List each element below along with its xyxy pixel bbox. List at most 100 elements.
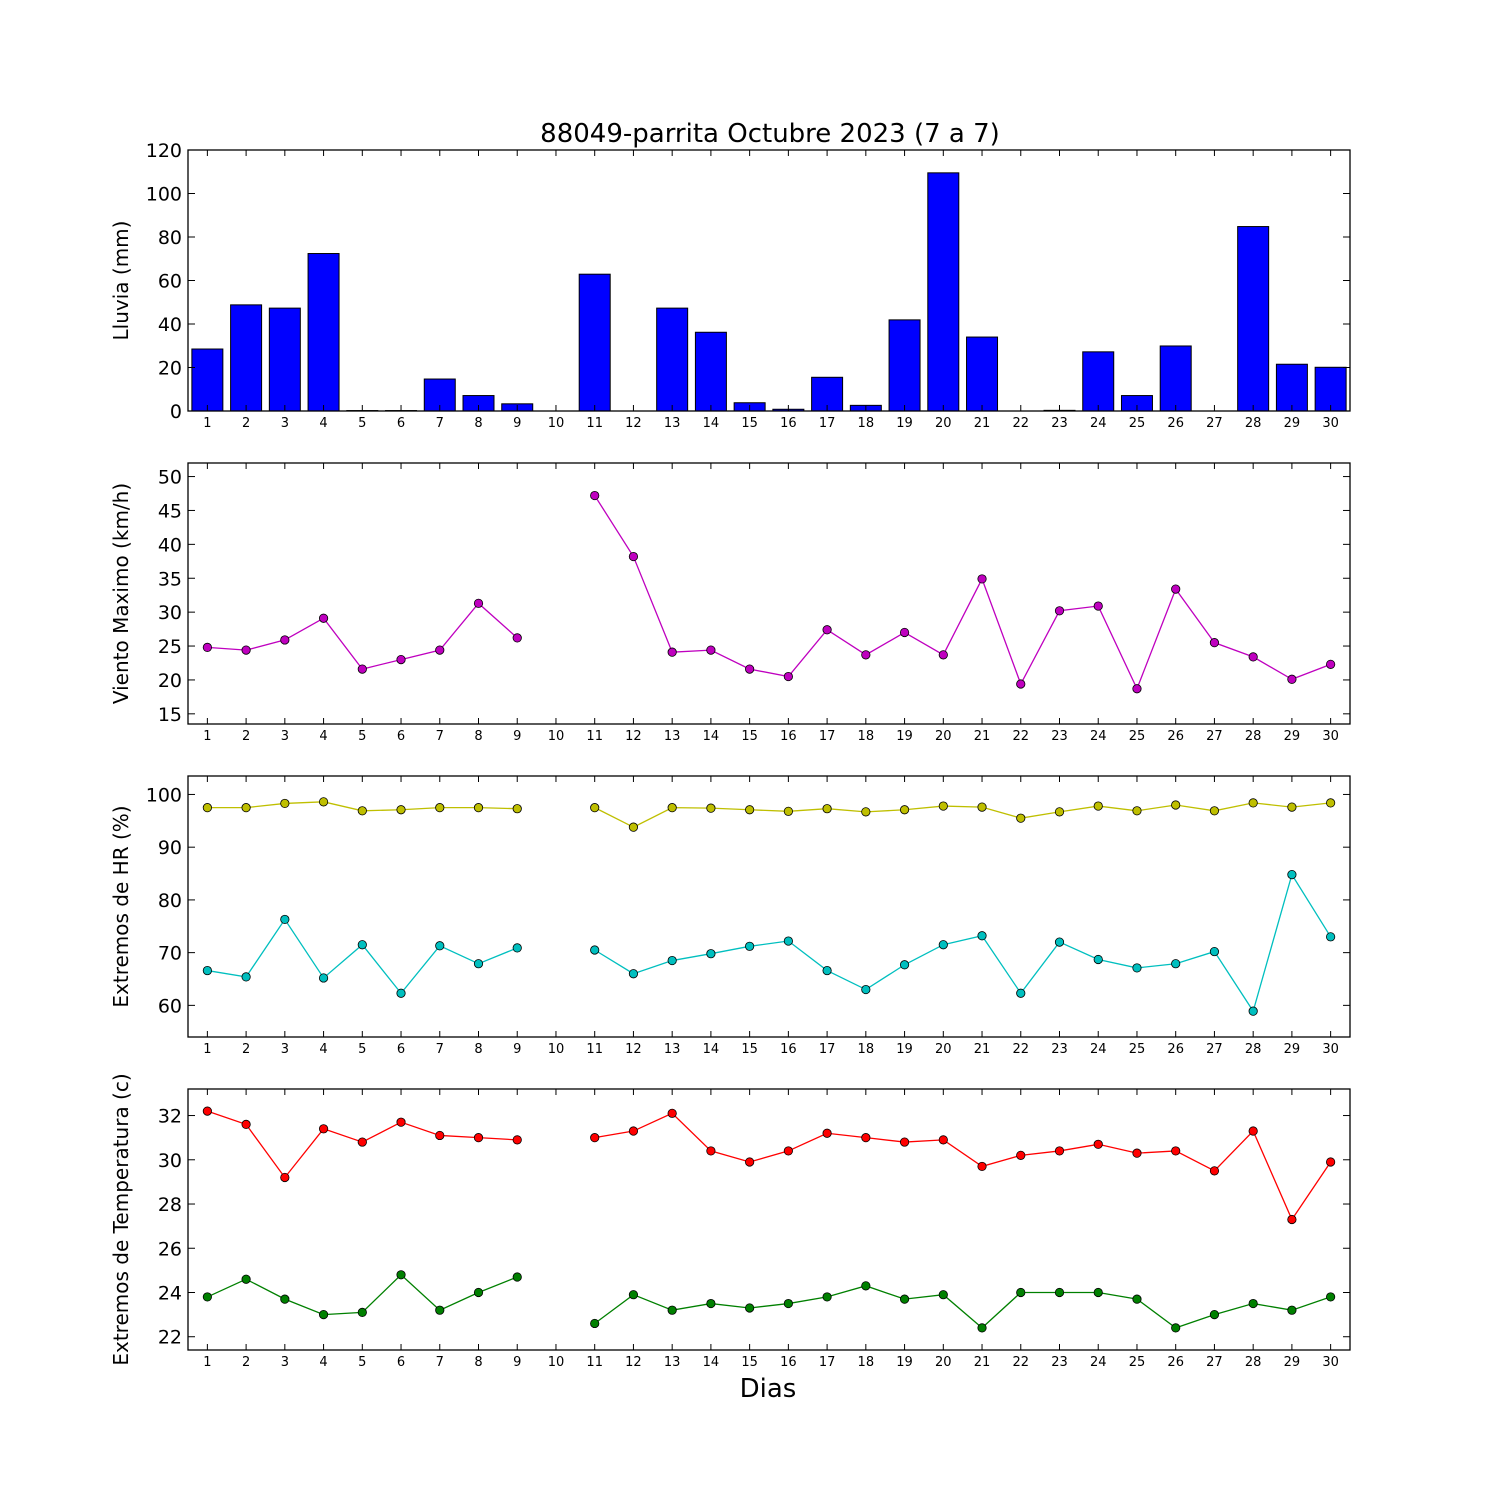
y-axis-label-4: Extremos de Temperatura (c) [109,1073,133,1365]
x-tick-label: 18 [858,416,875,431]
data-point-3-1-day-29 [1287,802,1297,812]
data-point-3-2-day-6 [396,988,406,998]
x-tick-label: 23 [1051,416,1068,431]
data-point-3-1-day-11 [590,803,600,813]
x-tick-label: 21 [974,729,991,744]
data-point-3-1-day-16 [783,806,793,816]
data-point-4-2-day-19 [899,1294,910,1304]
x-tick-label: 8 [474,416,482,431]
y-tick-label: 28 [158,1194,182,1216]
data-point-3-1-day-21 [977,802,987,812]
x-tick-label: 21 [974,1042,991,1057]
data-point-4-1-day-14 [706,1146,716,1156]
data-point-4-2-day-28 [1248,1298,1258,1309]
x-tick-label: 1 [203,416,211,431]
data-point-3-2-day-5 [357,940,367,950]
data-point-4-1-day-6 [396,1117,406,1127]
data-point-4-1-day-30 [1326,1157,1336,1167]
x-tick-label: 26 [1167,416,1184,431]
y-tick-label: 24 [158,1282,182,1304]
data-point-4-2-day-24 [1093,1287,1103,1298]
data-point-4-1-day-2 [241,1119,251,1129]
y-tick-label: 50 [158,467,182,489]
data-point-2-1-day-19 [899,627,910,638]
data-point-4-2-day-27 [1209,1310,1220,1320]
data-point-2-1-day-3 [280,635,290,645]
chart-panel-4: 1 2 3 4 5 6 7 8 9 10 11 12 13 14 15 16 17 18 19 20 21 22 23 24 2… [109,1073,1351,1370]
data-point-4-2-day-12 [628,1290,639,1300]
data-point-4-2-day-29 [1287,1305,1297,1315]
x-tick-label: 9 [513,1355,521,1370]
x-tick-label: 28 [1245,416,1262,431]
data-point-2-1-day-21 [977,574,987,584]
x-tick-label: 20 [935,1355,952,1370]
data-point-3-1-day-5 [357,806,367,816]
x-tick-label: 14 [703,416,720,431]
x-tick-label: 16 [780,1355,797,1370]
rain-bar-day-13 [656,307,689,412]
data-point-4-2-day-25 [1132,1294,1142,1304]
data-point-2-1-day-16 [783,671,793,682]
data-point-4-2-day-16 [783,1298,793,1309]
data-point-3-2-day-18 [861,984,871,995]
rain-bar-day-30 [1314,366,1347,412]
data-point-3-1-day-28 [1248,798,1258,808]
x-tick-label: 29 [1284,1355,1301,1370]
x-tick-label: 25 [1129,1042,1146,1057]
data-point-2-1-day-29 [1287,674,1297,684]
data-point-3-1-day-20 [938,801,948,811]
data-point-3-1-day-1 [202,803,212,813]
x-tick-label: 1 [203,1355,211,1370]
chart-panel-2: 1 2 3 4 5 6 7 8 9 10 11 12 13 14 15 16 17 18 19 20 21 22 23 24 2… [109,462,1351,744]
data-point-4-1-day-25 [1132,1148,1142,1158]
y-tick-label: 45 [158,500,182,522]
data-point-2-1-day-20 [938,650,948,660]
x-tick-label: 22 [1012,416,1029,431]
x-tick-label: 19 [896,416,913,431]
x-tick-label: 14 [703,729,720,744]
x-tick-label: 6 [397,1042,405,1057]
data-point-2-1-day-12 [628,551,639,562]
y-tick-label: 20 [158,670,182,692]
y-tick-label: 40 [158,314,182,336]
x-tick-label: 8 [474,729,482,744]
data-point-3-1-day-17 [822,804,832,814]
x-tick-label: 30 [1322,416,1339,431]
x-tick-label: 17 [819,1042,836,1057]
x-tick-label: 10 [548,729,565,744]
plot-frame-2 [187,462,1351,725]
data-point-4-2-day-23 [1054,1287,1065,1298]
data-point-3-2-day-12 [628,969,639,979]
y-tick-label: 22 [158,1327,182,1349]
data-point-3-2-day-17 [822,965,832,976]
x-tick-label: 27 [1206,1042,1223,1057]
x-tick-label: 13 [664,1042,681,1057]
data-point-3-1-day-15 [745,805,755,815]
data-point-3-2-day-29 [1287,869,1297,880]
x-tick-label: 19 [896,1042,913,1057]
data-point-4-1-day-8 [473,1133,484,1143]
data-point-3-1-day-3 [280,798,290,809]
rain-bar-day-2 [230,304,263,412]
rain-bar-day-4 [307,253,340,412]
x-tick-label: 19 [896,729,913,744]
data-point-2-1-day-13 [667,647,677,657]
x-tick-label: 12 [625,729,642,744]
rain-bar-day-21 [966,336,999,412]
data-point-3-1-day-18 [861,807,871,817]
x-tick-label: 16 [780,729,797,744]
data-point-4-2-day-20 [938,1290,948,1300]
chart-panel-1: 1 2 3 4 5 6 7 8 9 10 11 12 13 14 15 16 17 18 19 20 21 22 23 24 2… [109,140,1351,431]
data-point-2-1-day-27 [1209,638,1220,648]
x-tick-label: 30 [1322,1042,1339,1057]
x-tick-label: 3 [281,1355,289,1370]
x-tick-label: 24 [1090,416,1107,431]
data-point-2-1-day-7 [435,645,445,655]
data-point-4-1-day-13 [667,1108,677,1118]
data-point-2-1-day-30 [1326,659,1336,669]
rain-bar-day-11 [578,273,611,412]
x-axis-label: Dias [740,1374,797,1404]
x-tick-label: 13 [664,1355,681,1370]
x-tick-label: 8 [474,1355,482,1370]
